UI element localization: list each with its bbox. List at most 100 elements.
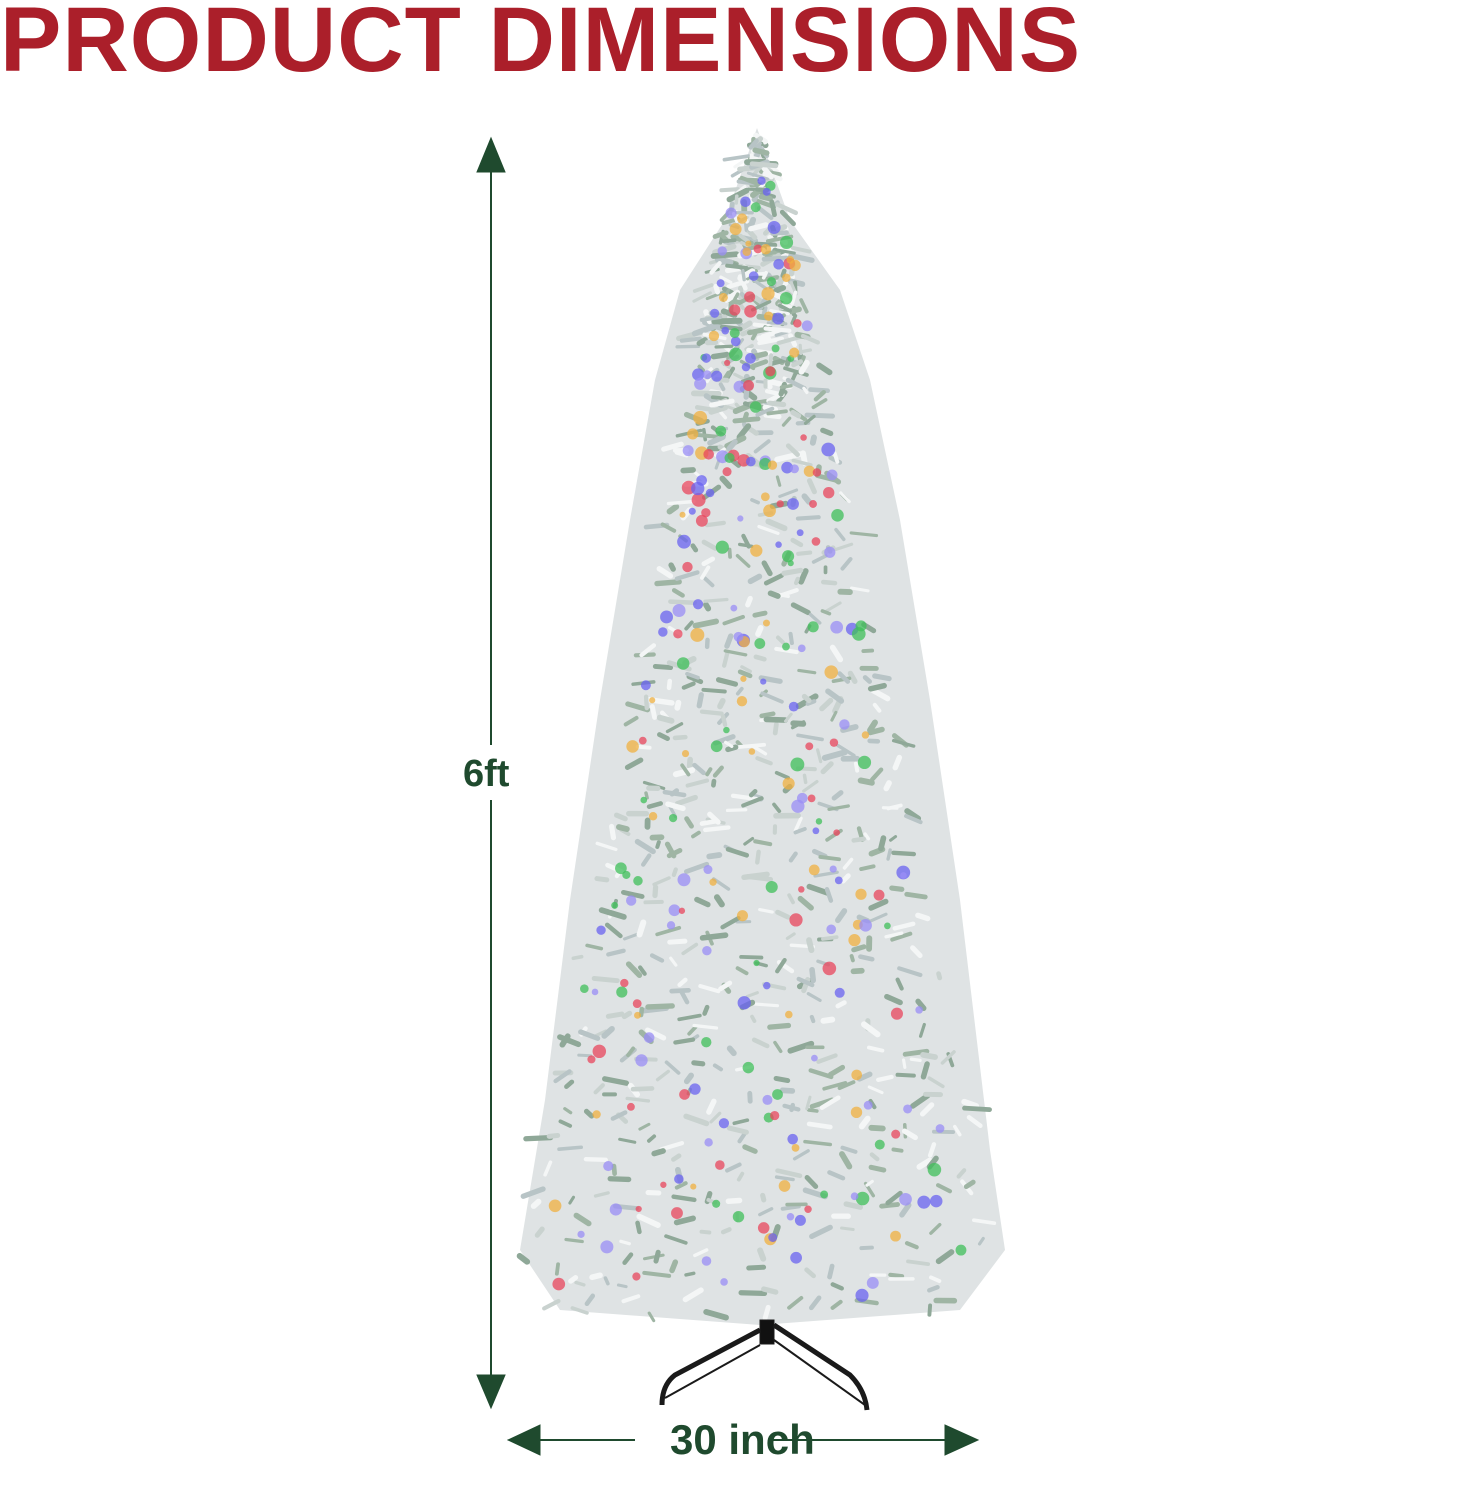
tree-light — [807, 621, 819, 633]
branch — [867, 912, 888, 924]
branch — [624, 757, 644, 770]
branch — [574, 1280, 586, 1287]
tree-light — [682, 445, 694, 457]
height-dimension — [476, 136, 506, 1410]
tree-light — [671, 1207, 683, 1219]
tree-light — [762, 619, 770, 627]
branch — [668, 599, 698, 606]
tree-light — [824, 665, 838, 679]
branch — [775, 1168, 803, 1179]
branch — [701, 556, 716, 567]
branch — [643, 694, 650, 711]
branch — [806, 937, 815, 954]
branch — [804, 1267, 816, 1279]
branch — [645, 1003, 675, 1010]
tree-light — [760, 678, 767, 685]
branch — [725, 1162, 742, 1173]
tree-light — [773, 258, 784, 270]
branch — [956, 1168, 967, 1179]
branch — [859, 1245, 874, 1251]
branch — [760, 1192, 767, 1203]
branch — [849, 586, 870, 593]
tree-light — [935, 1124, 945, 1133]
branch — [674, 794, 698, 807]
branch — [704, 520, 726, 528]
tree-light — [577, 1230, 585, 1238]
branch — [774, 1175, 795, 1182]
branch — [801, 493, 812, 505]
tree-light — [694, 377, 707, 390]
branch — [915, 912, 931, 922]
branch — [622, 932, 641, 941]
tree-light — [634, 1011, 642, 1019]
branch — [693, 1248, 709, 1258]
tree-light — [745, 456, 756, 467]
branch — [694, 405, 718, 413]
branch — [678, 988, 690, 1005]
tree-light — [552, 1277, 566, 1291]
branch — [916, 1157, 933, 1170]
branch — [667, 938, 688, 945]
branch — [542, 1298, 561, 1311]
branch — [630, 1086, 655, 1092]
tree-light — [808, 864, 820, 876]
branch — [795, 515, 821, 521]
branch — [775, 957, 787, 974]
branch — [621, 1294, 641, 1304]
branch — [665, 801, 686, 812]
branch — [733, 292, 740, 301]
branch — [839, 1151, 853, 1170]
branch — [673, 1037, 696, 1045]
branch — [610, 1110, 628, 1121]
branch — [851, 836, 866, 843]
branch — [653, 1249, 661, 1264]
branch — [756, 205, 774, 220]
branch — [568, 1195, 576, 1205]
branch — [868, 1124, 886, 1132]
tree-light — [737, 515, 744, 522]
branch — [769, 199, 777, 218]
tree-light — [745, 353, 756, 364]
branch — [668, 562, 676, 572]
branch — [819, 697, 834, 712]
tree-light — [691, 492, 706, 507]
tree-light — [790, 757, 805, 772]
tree-light — [660, 610, 673, 624]
branch — [707, 434, 726, 446]
branch — [769, 357, 789, 366]
branch — [738, 1290, 768, 1297]
branch — [745, 991, 759, 999]
branch — [762, 1304, 771, 1321]
branch — [803, 414, 816, 425]
branch — [870, 767, 884, 782]
tree-light — [710, 308, 720, 318]
tree-light — [609, 1203, 622, 1216]
tree-light — [789, 347, 800, 358]
branch — [867, 719, 878, 734]
branch — [790, 245, 812, 254]
branch — [733, 154, 753, 169]
branch — [523, 1134, 554, 1142]
branch — [868, 1164, 887, 1173]
branch — [665, 722, 684, 734]
branch — [811, 554, 828, 564]
branch — [822, 1081, 848, 1091]
branch — [741, 269, 746, 282]
branch — [892, 754, 903, 771]
tree-light — [790, 1251, 802, 1264]
branch — [692, 291, 712, 303]
branch — [638, 1006, 645, 1018]
branch — [806, 992, 822, 1003]
branch — [868, 898, 889, 911]
branch — [699, 932, 729, 941]
branch — [963, 1179, 976, 1190]
branch — [642, 1270, 672, 1278]
branch — [641, 853, 652, 867]
branch — [669, 956, 678, 967]
branch — [883, 780, 892, 792]
branch — [700, 565, 711, 580]
branch — [705, 289, 729, 301]
tree-light — [766, 277, 776, 287]
branch — [910, 945, 923, 959]
tree-light — [718, 1118, 730, 1129]
